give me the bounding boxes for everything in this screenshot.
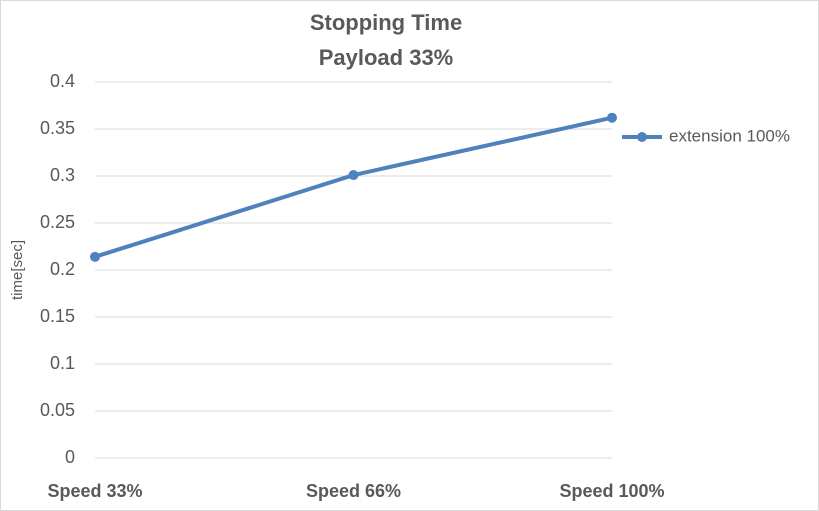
chart-subtitle: Payload 33% [319, 45, 454, 70]
y-tick-label: 0.2 [50, 259, 75, 279]
y-tick-label: 0.15 [40, 306, 75, 326]
y-tick-label: 0 [65, 447, 75, 467]
x-tick-label: Speed 100% [559, 481, 664, 501]
data-point [90, 251, 100, 262]
y-tick-label: 0.05 [40, 400, 75, 420]
y-tick-label: 0.3 [50, 165, 75, 185]
y-axis-label: time[sec] [9, 240, 26, 300]
chart-title: Stopping Time [310, 10, 462, 35]
data-point [607, 112, 617, 123]
y-tick-label: 0.1 [50, 353, 75, 373]
x-tick-label: Speed 33% [47, 481, 142, 501]
y-tick-label: 0.25 [40, 212, 75, 232]
legend-marker [637, 132, 647, 142]
y-tick-label: 0.35 [40, 118, 75, 138]
data-point [348, 170, 359, 181]
x-tick-label: Speed 66% [306, 481, 401, 501]
legend-label: extension 100% [669, 126, 790, 145]
y-tick-label: 0.4 [50, 71, 75, 91]
